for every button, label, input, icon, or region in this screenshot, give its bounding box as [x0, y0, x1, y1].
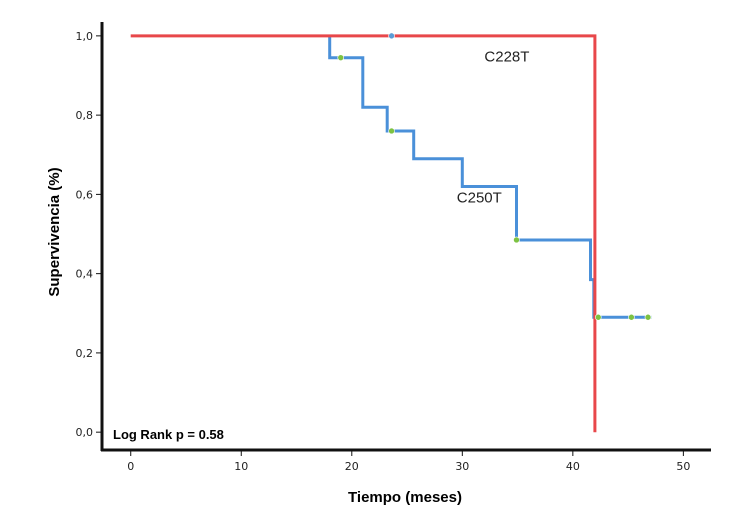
y-tick-label: 0,6: [76, 188, 94, 201]
y-tick-label: 0,8: [76, 109, 94, 122]
y-tick-label: 0,4: [76, 268, 94, 281]
x-tick-label: 10: [234, 460, 248, 473]
series-line-c228t: [130, 34, 597, 433]
censor-mark-c228t: [388, 32, 395, 40]
y-tick-label: 0,2: [76, 347, 94, 360]
x-tick-label: 20: [345, 460, 359, 473]
series: [130, 32, 652, 433]
x-tick-label: 0: [127, 460, 134, 473]
series-labels: C228T C250T: [457, 49, 530, 207]
y-tick-label: 1,0: [76, 30, 94, 43]
censor-mark-c250t: [388, 127, 395, 135]
x-axis-title: Tiempo (meses): [348, 489, 462, 506]
y-ticks: 0,0 0,2 0,4 0,6 0,8 1,0: [76, 30, 102, 439]
series-label-c250t: C250T: [457, 189, 502, 206]
censor-mark-c250t: [594, 313, 602, 321]
censor-mark-c250t: [628, 313, 635, 321]
censor-mark-c250t: [337, 54, 345, 61]
series-label-c228t: C228T: [484, 49, 529, 66]
y-tick-label: 0,0: [76, 426, 94, 439]
censor-mark-c250t: [513, 236, 520, 244]
x-tick-label: 50: [676, 460, 690, 473]
y-axis-title: Supervivencia (%): [46, 167, 63, 296]
log-rank-annotation: Log Rank p = 0.58: [113, 427, 224, 442]
censor-mark-c250t: [644, 313, 652, 321]
x-tick-label: 30: [455, 460, 469, 473]
x-ticks: 0 10 20 30 40 50: [127, 450, 690, 473]
x-tick-label: 40: [566, 460, 580, 473]
series-line-c250t: [328, 35, 652, 319]
axes: 0,0 0,2 0,4 0,6 0,8 1,0 0 10 20 30 40 50: [76, 22, 711, 473]
